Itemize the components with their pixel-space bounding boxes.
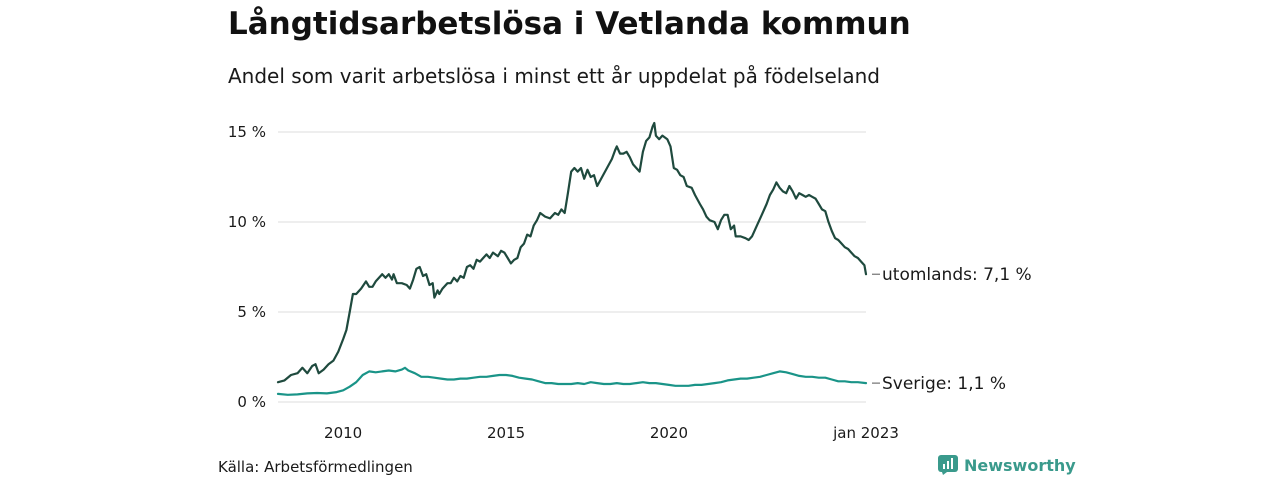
x-tick-label: 2020 xyxy=(650,424,688,442)
x-axis-ticks: 2010 2015 2020 jan 2023 xyxy=(324,424,899,442)
source-note: Källa: Arbetsförmedlingen xyxy=(218,458,413,476)
brand-logo: Newsworthy xyxy=(938,455,1076,475)
series-line-sverige xyxy=(276,366,868,396)
series-end-labels: utomlands: 7,1 % Sverige: 1,1 % xyxy=(872,265,1032,394)
x-tick-label: 2010 xyxy=(324,424,362,442)
chart-subtitle: Andel som varit arbetslösa i minst ett å… xyxy=(228,64,880,88)
series-end-label: utomlands: 7,1 % xyxy=(882,265,1032,285)
series-end-label: Sverige: 1,1 % xyxy=(882,374,1006,394)
y-axis-ticks: 0 % 5 % 10 % 15 % xyxy=(228,123,266,411)
y-tick-label: 15 % xyxy=(228,123,266,141)
x-tick-label: jan 2023 xyxy=(832,424,899,442)
y-tick-label: 5 % xyxy=(237,303,266,321)
chart-title: Långtidsarbetslösa i Vetlanda kommun xyxy=(228,6,911,42)
bar-chart-icon xyxy=(938,455,958,475)
series-line-utomlands xyxy=(276,121,868,384)
series-lines xyxy=(276,121,868,396)
x-tick-label: 2015 xyxy=(487,424,525,442)
y-tick-label: 10 % xyxy=(228,213,266,231)
gridlines xyxy=(278,131,866,403)
brand-name: Newsworthy xyxy=(964,455,1076,475)
y-tick-label: 0 % xyxy=(237,393,266,411)
